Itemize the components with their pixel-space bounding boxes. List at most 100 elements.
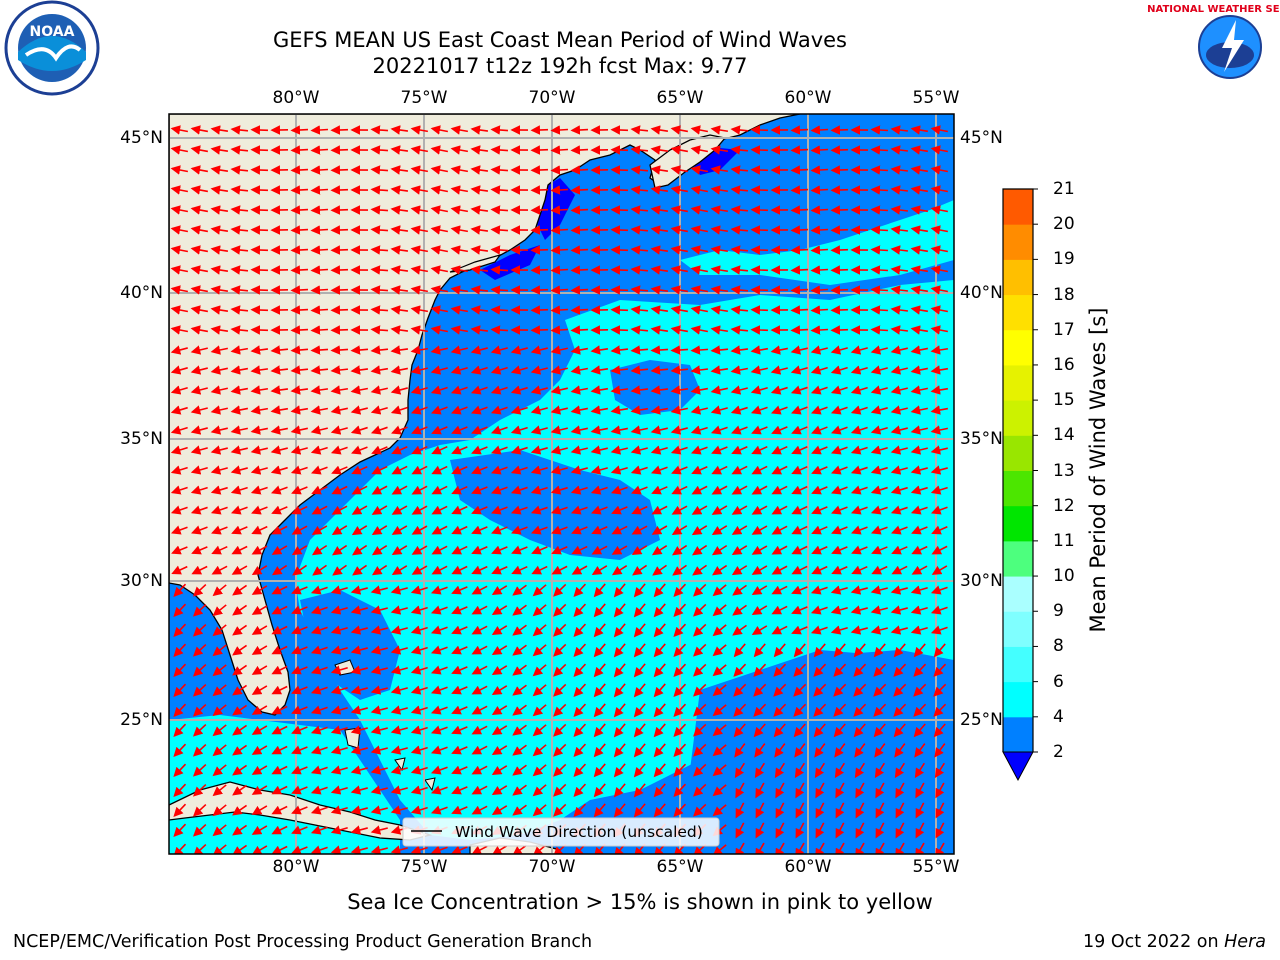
wave-direction-arrow bbox=[451, 505, 468, 515]
wave-direction-arrow bbox=[690, 165, 709, 175]
wave-direction-arrow bbox=[310, 225, 329, 235]
wave-direction-arrow bbox=[650, 385, 669, 395]
wave-direction-arrow bbox=[750, 345, 769, 355]
wave-direction-arrow bbox=[391, 565, 408, 576]
latitude-label: 30°N bbox=[120, 571, 163, 591]
wave-direction-arrow bbox=[670, 265, 689, 275]
legend-label: Wind Wave Direction (unscaled) bbox=[455, 823, 703, 841]
colorbar-tick-label: 18 bbox=[1053, 284, 1075, 305]
wave-direction-arrow bbox=[290, 365, 309, 375]
wave-direction-arrow bbox=[810, 605, 828, 615]
wave-direction-arrow bbox=[410, 285, 429, 295]
wave-direction-arrow bbox=[731, 485, 748, 495]
wave-direction-arrow bbox=[633, 583, 646, 598]
wave-direction-arrow bbox=[532, 604, 547, 617]
wave-direction-arrow bbox=[370, 645, 388, 655]
wave-direction-arrow bbox=[853, 663, 867, 677]
wave-direction-arrow bbox=[532, 584, 547, 597]
wave-direction-arrow bbox=[550, 425, 568, 435]
wave-direction-arrow bbox=[550, 125, 569, 135]
wave-direction-arrow bbox=[793, 663, 807, 677]
wave-direction-arrow bbox=[370, 405, 388, 415]
wave-direction-arrow bbox=[371, 485, 388, 495]
graticule bbox=[169, 114, 954, 854]
wave-direction-arrow bbox=[192, 603, 207, 617]
wave-direction-arrow bbox=[911, 545, 928, 555]
wave-direction-arrow bbox=[831, 485, 848, 495]
wave-direction-arrow bbox=[291, 625, 308, 635]
wave-direction-arrow bbox=[290, 145, 309, 155]
wave-direction-arrow bbox=[610, 365, 629, 375]
wave-direction-arrow bbox=[850, 425, 868, 435]
wave-direction-arrow bbox=[890, 465, 908, 475]
wave-direction-arrow bbox=[532, 624, 547, 637]
wave-direction-arrow bbox=[851, 545, 868, 555]
wave-direction-arrow bbox=[250, 285, 269, 295]
wave-direction-arrow bbox=[512, 604, 527, 616]
wave-direction-arrow bbox=[933, 663, 947, 677]
wave-direction-arrow bbox=[790, 165, 809, 175]
wave-direction-arrow bbox=[650, 285, 669, 295]
colorbar-tick-label: 6 bbox=[1053, 671, 1064, 692]
wave-direction-arrow bbox=[311, 505, 328, 515]
wave-direction-arrow bbox=[890, 505, 908, 515]
wave-direction-arrow bbox=[853, 643, 866, 658]
wave-direction-arrow bbox=[332, 544, 348, 556]
wave-direction-arrow bbox=[731, 465, 748, 475]
wave-direction-arrow bbox=[753, 643, 766, 658]
wave-direction-arrow bbox=[830, 125, 849, 135]
wave-direction-arrow bbox=[732, 624, 747, 636]
colorbar-segment bbox=[1003, 364, 1033, 401]
wave-direction-arrow bbox=[530, 125, 549, 135]
wave-direction-arrow bbox=[930, 485, 948, 495]
wave-direction-arrow bbox=[171, 525, 188, 535]
wave-direction-arrow bbox=[471, 605, 488, 615]
wave-direction-arrow bbox=[790, 385, 808, 395]
wave-direction-arrow bbox=[890, 205, 909, 215]
wave-direction-arrow bbox=[670, 445, 688, 455]
map-legend: Wind Wave Direction (unscaled) bbox=[402, 817, 720, 847]
wave-direction-arrow bbox=[191, 525, 208, 535]
wave-direction-arrow bbox=[771, 585, 788, 595]
wave-direction-arrow bbox=[390, 225, 409, 235]
wave-direction-arrow bbox=[690, 125, 709, 135]
wave-direction-arrow bbox=[230, 445, 248, 455]
wave-direction-arrow bbox=[310, 625, 328, 635]
wave-direction-arrow bbox=[430, 605, 448, 615]
wave-direction-arrow bbox=[431, 465, 448, 475]
wave-direction-arrow bbox=[310, 265, 329, 275]
wave-direction-arrow bbox=[570, 205, 589, 215]
wave-direction-arrow bbox=[310, 445, 328, 455]
wave-direction-arrow bbox=[791, 585, 808, 595]
wave-direction-arrow bbox=[870, 405, 888, 415]
wave-direction-arrow bbox=[250, 165, 269, 175]
wave-direction-arrow bbox=[911, 565, 928, 575]
wave-direction-arrow bbox=[471, 445, 488, 455]
wave-direction-arrow bbox=[330, 585, 348, 595]
wave-direction-arrow bbox=[190, 125, 209, 135]
wave-direction-arrow bbox=[551, 525, 568, 535]
wave-direction-arrow bbox=[450, 165, 469, 175]
wave-direction-arrow bbox=[370, 145, 389, 155]
wave-direction-arrow bbox=[850, 365, 868, 375]
wave-direction-arrow bbox=[271, 685, 288, 695]
wave-direction-arrow bbox=[830, 425, 848, 435]
wave-direction-arrow bbox=[411, 445, 428, 455]
wave-direction-arrow bbox=[450, 125, 469, 135]
wave-direction-arrow bbox=[730, 165, 749, 175]
wave-direction-arrow bbox=[810, 325, 829, 335]
wave-direction-arrow bbox=[411, 425, 428, 435]
wave-direction-arrow bbox=[710, 425, 728, 435]
wave-direction-arrow bbox=[431, 505, 448, 515]
wave-direction-arrow bbox=[212, 624, 227, 637]
wave-direction-arrow bbox=[170, 325, 189, 335]
wave-direction-arrow bbox=[790, 365, 808, 375]
wave-direction-arrow bbox=[590, 405, 609, 415]
wave-direction-arrow bbox=[173, 643, 187, 657]
wave-direction-arrow bbox=[310, 645, 328, 655]
wave-direction-arrow bbox=[930, 605, 948, 615]
wave-direction-arrow bbox=[811, 465, 828, 475]
wave-direction-arrow bbox=[791, 565, 808, 575]
wave-direction-arrow bbox=[451, 645, 468, 655]
